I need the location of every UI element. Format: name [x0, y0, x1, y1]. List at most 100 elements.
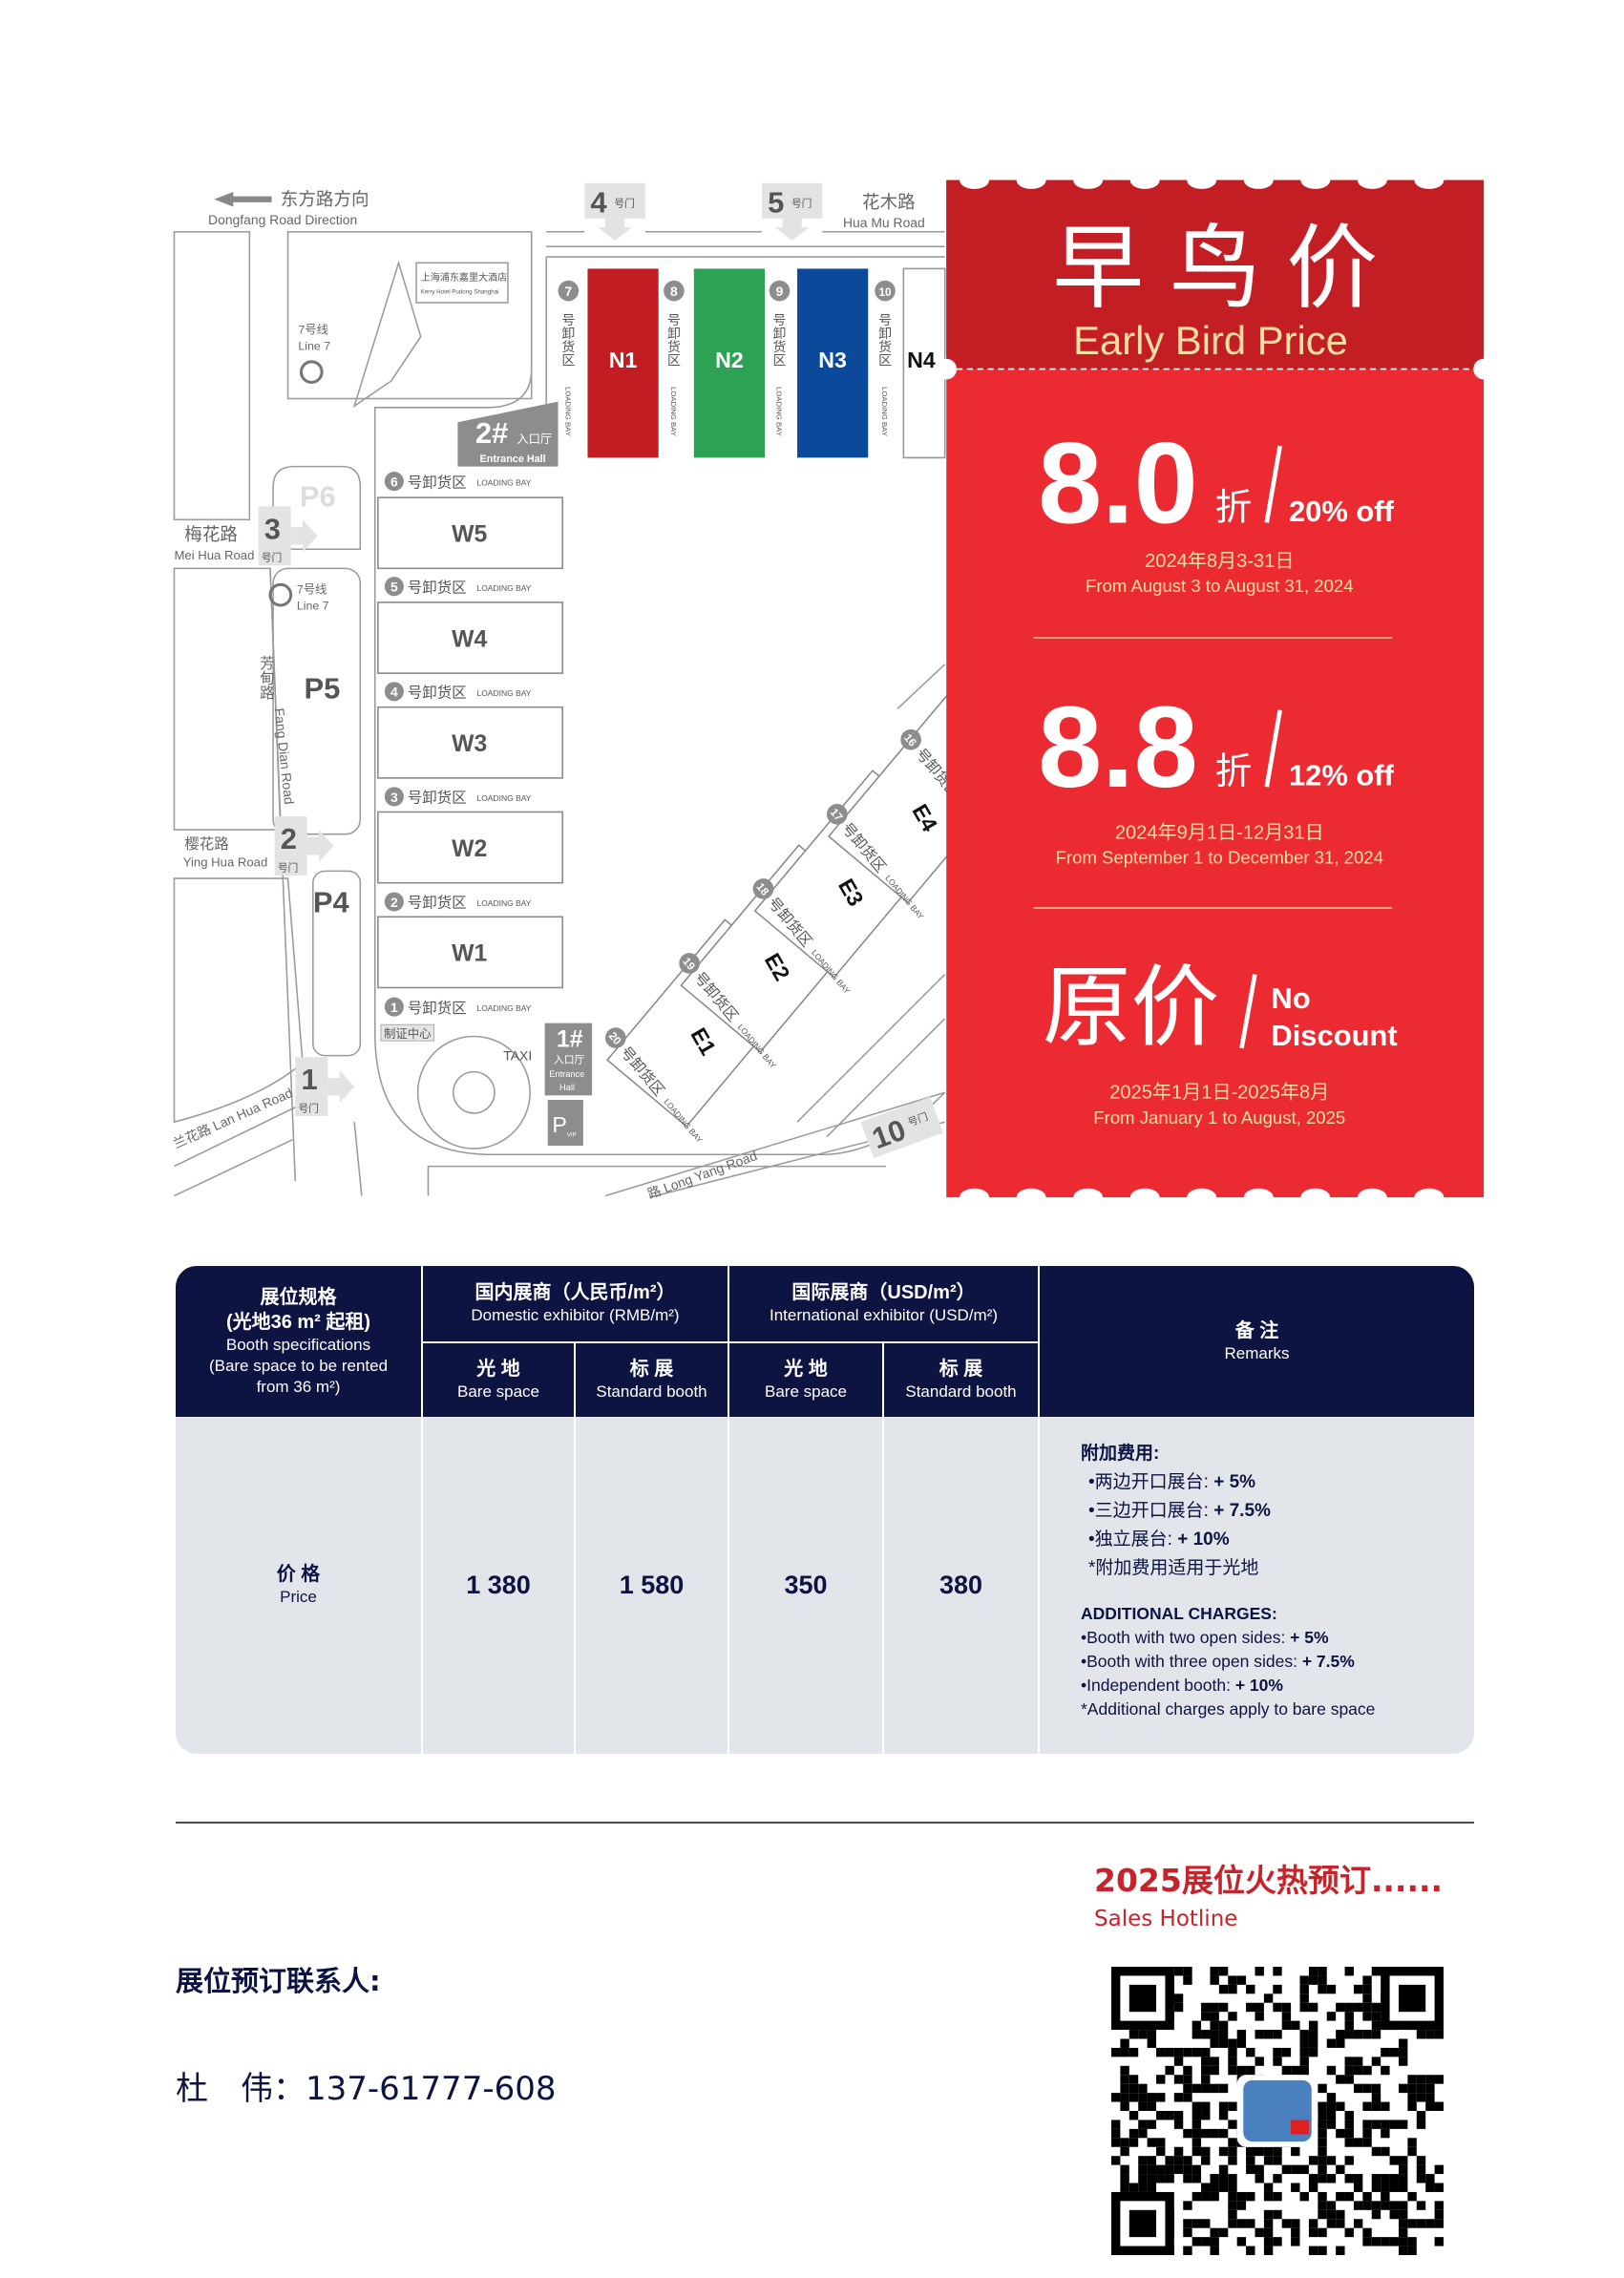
hall-label: W3 — [452, 731, 487, 757]
remarks-zh-note: *附加费用适用于光地 — [1088, 1558, 1259, 1578]
direction-zh: 东方路方向 — [281, 189, 369, 209]
svg-text:号门: 号门 — [278, 860, 299, 874]
contact-phone[interactable]: 137-61777-608 — [306, 2070, 557, 2108]
loading-bay-4: 4 号卸货区 LOADING BAY — [384, 682, 532, 701]
loading-bay-9: 9 号卸货区 LOADING BAY — [769, 280, 791, 436]
gate-1: 1 号门 — [295, 1057, 355, 1117]
metro-en: Line 7 — [297, 600, 329, 613]
price-row-label: 价 格 Price — [176, 1417, 421, 1754]
remark-label: •Booth with three open sides: — [1081, 1652, 1302, 1671]
remark-label: •两边开口展台: — [1088, 1472, 1214, 1492]
svg-text:号门: 号门 — [791, 196, 812, 209]
metro-zh: 7号线 — [298, 323, 328, 336]
sub-en: Standard booth — [596, 1382, 707, 1402]
remarks-zh-item: •三边开口展台: + 7.5% — [1081, 1497, 1472, 1526]
svg-text:LOADING BAY: LOADING BAY — [563, 387, 572, 436]
road-fang-dian-zh: 芳甸路 — [258, 655, 275, 700]
entrance-2-zh: 入口厅 — [517, 432, 552, 446]
remarks-content: 附加费用: •两边开口展台: + 5% •三边开口展台: + 7.5% •独立展… — [1081, 1440, 1472, 1721]
arrow-down-icon — [774, 218, 810, 242]
tier1-date-en: From August 3 to August 31, 2024 — [1086, 576, 1353, 596]
tier2-date-en: From September 1 to December 31, 2024 — [1056, 848, 1383, 868]
price-intl-bare: 350 — [784, 1570, 828, 1599]
domestic-header: 国内展商（人民币/m²） Domestic exhibitor (RMB/m²) — [423, 1266, 728, 1341]
hall-w3 — [377, 706, 563, 779]
svg-text:1: 1 — [390, 1000, 398, 1015]
hall-label: N4 — [907, 348, 936, 372]
svg-text:LOADING BAY: LOADING BAY — [880, 387, 889, 436]
svg-text:LOADING BAY: LOADING BAY — [476, 478, 531, 488]
entrance-2-number: 2# — [475, 416, 508, 450]
remark-value: + 10% — [1177, 1529, 1230, 1550]
taxi-stand: TAXI — [503, 1047, 532, 1063]
entrance-hall-2: 2# 入口厅 Entrance Hall — [457, 401, 559, 467]
loading-bay-1: 1 号卸货区 LOADING BAY — [384, 997, 532, 1017]
road-ying-hua-zh: 樱花路 — [184, 835, 229, 853]
price-label-en: Price — [280, 1588, 317, 1607]
parking-p4: P4 — [313, 886, 350, 919]
hotline-subtitle: Sales Hotline — [1094, 1907, 1238, 1931]
international-zh: 国际展商（USD/m²） — [791, 1282, 976, 1304]
remark-value: + 7.5% — [1213, 1501, 1271, 1521]
road-fang-dian-en: Fang Dian Road — [272, 707, 297, 805]
hotel-zh: 上海浦东嘉里大酒店 — [421, 271, 507, 284]
spec-header-en3: from 36 m²) — [256, 1378, 341, 1397]
svg-text:5: 5 — [768, 186, 784, 220]
entrance-1-zh: 入口厅 — [554, 1054, 585, 1065]
svg-text:LOADING BAY: LOADING BAY — [476, 688, 531, 698]
arrow-right-icon — [327, 1070, 355, 1104]
sub-header-intl-standard: 标 展 Standard booth — [884, 1343, 1038, 1417]
remarks-zh-item: •独立展台: + 10% — [1081, 1526, 1472, 1554]
price-label-zh: 价 格 — [276, 1564, 321, 1586]
sub-en: Bare space — [457, 1382, 539, 1402]
remarks-en-item: •Booth with three open sides: + 7.5% — [1081, 1650, 1472, 1674]
svg-text:号门: 号门 — [262, 551, 283, 564]
remark-value: + 5% — [1290, 1628, 1329, 1647]
svg-text:号卸货区: 号卸货区 — [408, 474, 467, 491]
svg-text:5: 5 — [390, 580, 398, 595]
remarks-en-note: *Additional charges apply to bare space — [1081, 1699, 1376, 1719]
entrance-1-en2: Hall — [559, 1083, 575, 1092]
svg-text:号卸货区: 号卸货区 — [408, 790, 467, 807]
badge-center: 制证中心 — [384, 1026, 431, 1041]
sub-zh: 光 地 — [476, 1359, 520, 1381]
svg-text:3: 3 — [390, 790, 398, 805]
entrance-1-number: 1# — [557, 1026, 583, 1052]
remark-label: •独立展台: — [1088, 1529, 1178, 1550]
price-table: 展位规格 (光地36 m² 起租) Booth specifications (… — [176, 1266, 1474, 1754]
metro-icon — [268, 582, 293, 607]
loading-bay-6: 6 号卸货区 LOADING BAY — [384, 472, 532, 491]
tier1-date-zh: 2024年8月3-31日 — [1145, 550, 1294, 572]
remarks-header-zh: 备 注 — [1234, 1319, 1279, 1341]
sub-zh: 光 地 — [784, 1359, 828, 1381]
parking-p5: P5 — [305, 671, 341, 705]
sub-header-intl-bare: 光 地 Bare space — [729, 1343, 882, 1417]
svg-text:17: 17 — [828, 807, 844, 824]
north-halls: N1 N2 N3 N4 7 号卸货区 LOADING BAY 8 号卸货区 LOADING BAY… — [558, 267, 946, 459]
remark-label: •三边开口展台: — [1088, 1501, 1214, 1521]
sub-en: Bare space — [765, 1382, 847, 1402]
domestic-zh: 国内展商（人民币/m²） — [475, 1282, 676, 1304]
entrance-hall-1: 1# 入口厅 Entrance Hall P VIP — [544, 1023, 593, 1146]
svg-text:LOADING BAY: LOADING BAY — [476, 793, 531, 803]
entrance-2-en: Entrance Hall — [480, 453, 546, 465]
spec-header-en2: (Bare space to be rented — [208, 1356, 389, 1375]
hall-label: W2 — [452, 836, 487, 862]
metro-zh: 7号线 — [297, 583, 327, 597]
international-en: International exhibitor (USD/m²) — [769, 1306, 999, 1325]
price-intl-standard: 380 — [939, 1570, 983, 1599]
hall-n2 — [693, 268, 766, 458]
svg-text:号卸货区: 号卸货区 — [877, 313, 893, 367]
qr-code[interactable] — [1111, 1967, 1444, 2255]
svg-text:1: 1 — [301, 1063, 317, 1096]
road-hua-mu-zh: 花木路 — [862, 192, 916, 212]
loading-bay-10: 10 号卸货区 LOADING BAY — [875, 280, 896, 436]
sub-header-domestic-bare: 光 地 Bare space — [423, 1343, 574, 1417]
svg-text:2: 2 — [390, 895, 398, 910]
gate-4: 4 号门 — [584, 182, 645, 242]
hall-w2 — [377, 811, 563, 884]
hotel: 上海浦东嘉里大酒店 Kerry Hotel Pudong Shanghai — [421, 271, 507, 296]
svg-text:LOADING BAY: LOADING BAY — [476, 1003, 531, 1013]
parking-p6: P6 — [300, 479, 336, 513]
